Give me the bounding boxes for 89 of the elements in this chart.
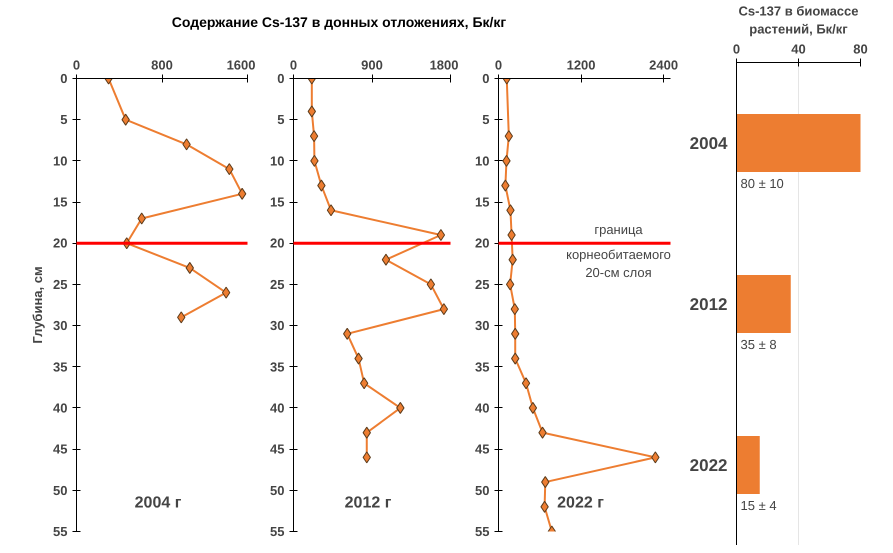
point [310, 130, 318, 142]
point [326, 204, 336, 216]
point [317, 180, 326, 192]
y-tick-label: 20 [475, 236, 490, 251]
x-axis-title: Содержание Cs-137 в донных отложениях, Бк/кг [172, 13, 506, 32]
point [121, 114, 130, 126]
point [238, 188, 246, 200]
x-tick-label: 0 [494, 58, 502, 72]
y-tick-label: 50 [270, 482, 285, 498]
y-tick-label: 50 [475, 482, 490, 498]
y-tick-label: 25 [475, 276, 490, 292]
y-tick-label: 55 [475, 524, 490, 539]
y-tick-label: 45 [53, 442, 68, 457]
x-tick-label: 0 [290, 58, 298, 72]
y-tick-label: 0 [60, 71, 68, 86]
point [396, 402, 405, 414]
x-tick-label: 40 [791, 42, 806, 56]
point [360, 377, 368, 390]
point [382, 254, 390, 266]
text: 2022 г [557, 494, 604, 512]
x-tick-label: 0 [732, 42, 740, 56]
y-tick-label: 15 [475, 194, 490, 210]
y-tick-label: 40 [270, 400, 285, 416]
data-label: 15 ± 4 [740, 498, 777, 513]
y-tick-label: 25 [53, 276, 68, 292]
y-tick-label: 30 [53, 318, 68, 334]
data-label: 80 ± 10 [740, 176, 784, 191]
y-tick-label: 15 [53, 194, 68, 210]
y-tick-label: 30 [475, 318, 490, 334]
point [426, 278, 436, 290]
x-tick-label: 1200 [566, 58, 596, 72]
y-tick-label: 45 [270, 442, 285, 457]
x-tick-label: 0 [72, 58, 80, 72]
y-axis-title: Глубина, см [30, 266, 46, 344]
point [540, 500, 549, 513]
bar [736, 275, 791, 333]
y-tick-label: 0 [482, 71, 490, 86]
y-tick-label: 5 [277, 112, 285, 128]
y-tick-label: 5 [482, 112, 490, 128]
y-tick-label: 30 [270, 318, 285, 334]
point [502, 154, 511, 167]
y-tick-label: 0 [277, 71, 285, 86]
point [182, 138, 191, 150]
y-tick-label: 10 [53, 153, 68, 168]
y-tick-label: 40 [475, 400, 490, 416]
y-tick-label: 2022 [690, 456, 728, 475]
x-axis-title: Cs-137 в биомассе растений, Бк/кг [738, 4, 859, 36]
y-tick-label: 20 [270, 236, 285, 251]
x-tick-label: 1600 [226, 58, 256, 72]
x-tick-label: 1800 [430, 58, 458, 72]
y-tick-label: 45 [475, 442, 490, 457]
point [506, 278, 514, 290]
y-tick-label: 55 [270, 524, 285, 539]
y-tick-label: 10 [475, 153, 490, 168]
x-tick-label: 800 [151, 58, 173, 72]
x-tick-label: 900 [361, 58, 383, 72]
point [222, 286, 230, 299]
text: 2012 г [344, 494, 392, 512]
y-tick-label: 35 [270, 359, 285, 374]
y-tick-label: 50 [53, 482, 68, 498]
point [354, 352, 363, 365]
bar [736, 436, 760, 494]
text: 2004 г [134, 494, 182, 512]
point [440, 303, 448, 316]
bar [736, 114, 860, 172]
y-tick-label: 5 [60, 112, 68, 128]
y-tick-label: 10 [270, 153, 285, 168]
point [506, 204, 515, 216]
y-tick-label: 40 [53, 400, 68, 416]
x-tick-label: 2400 [649, 58, 678, 72]
data-label: 35 ± 8 [740, 337, 777, 352]
y-tick-label: 2004 [690, 134, 728, 153]
y-tick-label: 20 [53, 236, 68, 251]
point [436, 228, 446, 241]
point [522, 377, 530, 390]
x-tick-label: 80 [853, 42, 868, 56]
y-tick-label: 35 [53, 359, 68, 374]
point [501, 180, 510, 192]
point [651, 451, 660, 464]
y-tick-label: 15 [270, 194, 285, 210]
point [528, 402, 538, 414]
y-tick-label: 35 [475, 359, 490, 374]
point [538, 426, 547, 439]
y-tick-label: 2012 [690, 295, 728, 314]
annotation: граница корнеобитаемого 20-см слоя [566, 222, 671, 280]
point [507, 228, 516, 241]
y-tick-label: 55 [53, 524, 68, 539]
y-tick-label: 25 [270, 276, 285, 292]
point [310, 154, 319, 167]
